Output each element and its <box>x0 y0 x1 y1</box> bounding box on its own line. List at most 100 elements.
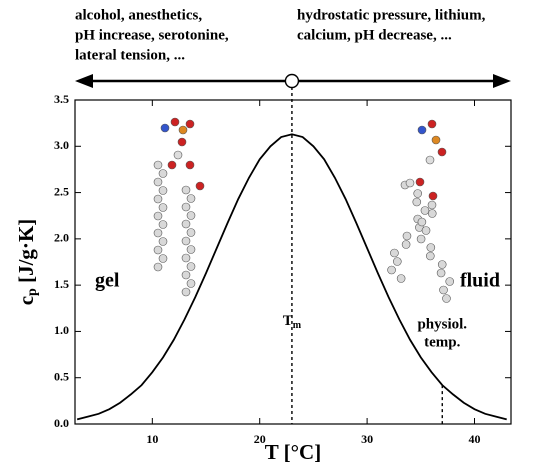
atom <box>170 117 180 127</box>
atom <box>185 160 195 170</box>
atom <box>428 191 438 201</box>
atom <box>153 160 163 170</box>
atom <box>181 202 191 212</box>
atom <box>437 260 447 269</box>
x-tick-label: 30 <box>361 432 373 446</box>
atom <box>405 178 415 188</box>
atom <box>186 279 196 288</box>
tm-sub: m <box>293 320 302 331</box>
atom <box>186 262 196 271</box>
ylabel-base: c <box>14 296 38 305</box>
atom <box>437 147 447 157</box>
y-tick-label: 0.0 <box>54 416 69 430</box>
atom <box>426 251 435 261</box>
atom <box>153 194 163 204</box>
atom <box>195 181 205 191</box>
y-tick-label: 3.5 <box>54 92 69 106</box>
atom <box>153 211 163 221</box>
arrow-head-right <box>493 74 511 88</box>
atom <box>402 231 412 241</box>
x-tick-label: 20 <box>254 432 266 446</box>
atom <box>177 137 187 147</box>
y-axis-label: cp [J/g·K] <box>14 219 40 306</box>
atom <box>181 253 191 263</box>
atom <box>442 294 451 303</box>
atom <box>416 234 426 244</box>
atom <box>425 155 435 165</box>
atom <box>413 189 423 198</box>
atom <box>158 237 168 246</box>
atom <box>158 186 168 195</box>
effect-text: lateral tension, ... <box>75 47 185 63</box>
tm-base: T <box>283 313 293 329</box>
atom <box>158 220 168 229</box>
ylabel-rest: [J/g·K] <box>14 219 38 288</box>
atom <box>153 262 163 272</box>
atom <box>153 228 163 238</box>
tm-marker <box>284 73 300 89</box>
effect-text: hydrostatic pressure, lithium, <box>297 7 486 23</box>
atom <box>186 228 196 237</box>
atom <box>436 268 446 278</box>
atom <box>181 270 191 280</box>
atom <box>186 194 196 203</box>
y-tick-label: 3.0 <box>54 138 69 152</box>
atom <box>181 219 191 229</box>
atom <box>181 236 191 246</box>
atom <box>387 265 396 275</box>
atom <box>427 209 437 218</box>
y-tick-label: 0.5 <box>54 369 69 383</box>
atom <box>158 254 168 263</box>
atom <box>181 185 191 195</box>
effect-text: pH increase, serotonine, <box>75 27 229 43</box>
atom <box>153 177 163 187</box>
tm-label: Tm <box>283 313 302 331</box>
curve <box>76 133 507 421</box>
atom <box>431 135 441 145</box>
atom <box>417 217 427 227</box>
physiol-label: physiol. <box>417 316 467 332</box>
atom <box>427 119 437 129</box>
effect-text: alcohol, anesthetics, <box>75 7 202 23</box>
atom <box>417 125 427 135</box>
atom <box>186 211 196 220</box>
atom <box>439 285 448 295</box>
atom <box>167 160 177 170</box>
plot-frame <box>74 99 512 425</box>
y-tick-label: 1.5 <box>54 277 69 291</box>
physiol-label: temp. <box>424 334 460 350</box>
atom <box>160 123 170 133</box>
atom <box>427 200 437 210</box>
y-tick-label: 2.5 <box>54 184 69 198</box>
atom <box>390 248 399 258</box>
atom <box>445 277 455 286</box>
atom <box>186 245 196 254</box>
y-tick-label: 1.0 <box>54 323 69 337</box>
atom <box>178 125 188 135</box>
atom <box>181 287 191 297</box>
region-label: gel <box>95 270 120 292</box>
atom <box>420 206 430 215</box>
y-tick-label: 2.0 <box>54 231 69 245</box>
x-tick-label: 40 <box>468 432 480 446</box>
atom <box>401 240 411 249</box>
x-tick-label: 10 <box>146 432 158 446</box>
atom <box>396 274 406 283</box>
arrow-head-left <box>75 74 93 88</box>
atom <box>158 169 168 178</box>
atom <box>421 226 431 235</box>
region-label: fluid <box>460 270 500 292</box>
atom <box>173 150 183 160</box>
effect-text: calcium, pH decrease, ... <box>297 27 452 43</box>
atom <box>426 243 436 252</box>
atom <box>393 257 402 266</box>
atom <box>158 203 168 212</box>
molecules <box>153 117 455 303</box>
atom <box>185 119 195 129</box>
x-axis-label: T [°C] <box>265 440 321 464</box>
atom <box>415 177 425 187</box>
atom <box>153 245 163 255</box>
atom <box>412 197 422 207</box>
ylabel-sub: p <box>25 288 40 296</box>
